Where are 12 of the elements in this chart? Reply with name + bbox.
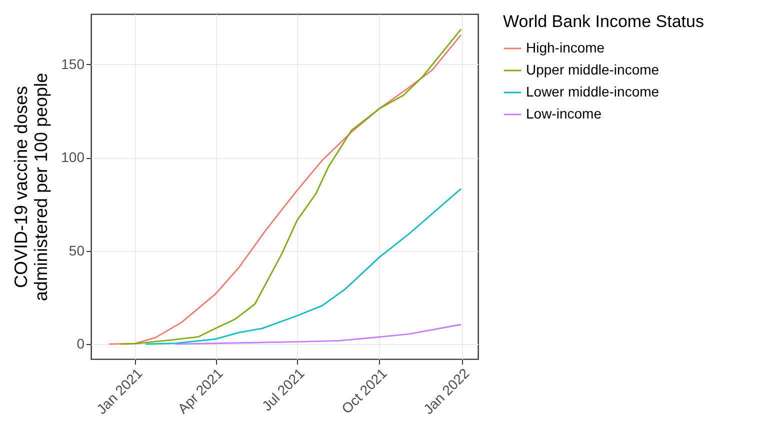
y-tick-label: 150: [61, 56, 85, 72]
legend-label: Upper middle-income: [526, 62, 660, 78]
line-series: [174, 324, 462, 345]
legend-title: World Bank Income Status: [503, 12, 704, 31]
y-axis-title: COVID-19 vaccine doses administered per 100 people: [11, 72, 52, 302]
legend-label: High-income: [526, 40, 605, 56]
y-tick-label: 0: [76, 336, 85, 352]
line-series: [144, 188, 462, 345]
y-tick-label: 100: [61, 149, 85, 166]
y-tick-label: 50: [68, 242, 85, 258]
legend-label: Lower middle-income: [526, 84, 660, 100]
legend-label: Low-income: [526, 106, 602, 122]
